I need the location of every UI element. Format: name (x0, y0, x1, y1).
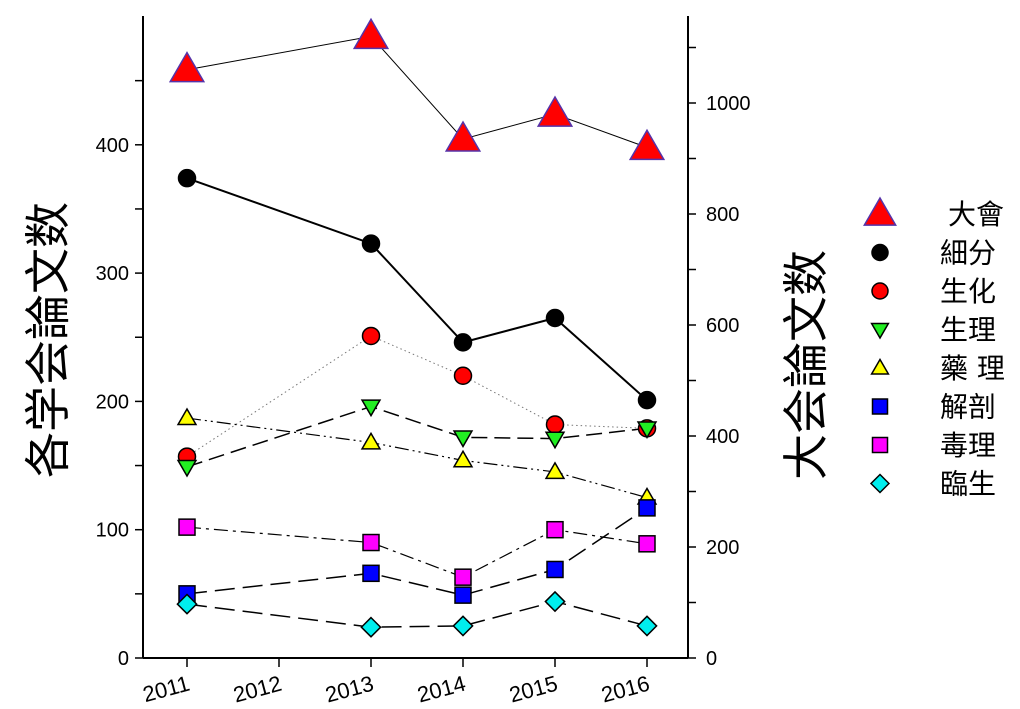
series-5-point (362, 564, 380, 583)
series-6-point (638, 535, 656, 553)
legend-entry: 生理 (940, 314, 996, 347)
series-3-point (176, 459, 198, 478)
legend-marker (871, 398, 889, 415)
x-tick-label: 2012 (231, 671, 285, 708)
series-3-point (360, 399, 382, 418)
legend-entry: 臨生 (940, 468, 996, 501)
series-2-point (361, 326, 381, 346)
series-1-point (177, 168, 197, 188)
series-1-point (361, 234, 381, 253)
series-5-point (454, 586, 472, 604)
legend-entry: 大會 (948, 198, 1004, 231)
right-tick-label: 600 (706, 315, 739, 337)
right-tick-label: 200 (706, 537, 739, 559)
series-3-point (636, 421, 658, 439)
series-line-2 (186, 335, 648, 457)
legend-entry: 毒理 (940, 429, 996, 462)
right-tick-label: 400 (706, 426, 739, 448)
legend-marker (871, 282, 889, 300)
series-5-point (546, 560, 564, 579)
x-tick-label: 2015 (507, 671, 561, 708)
left-tick-label: 100 (96, 520, 129, 542)
x-tick-label: 2014 (415, 671, 469, 708)
x-tick-label: 2011 (140, 671, 192, 707)
x-tick-label: 2016 (599, 671, 653, 708)
series-5-point (638, 499, 656, 517)
series-7-point (176, 593, 198, 615)
right-tick-label: 0 (706, 648, 717, 670)
series-7-point (360, 616, 382, 638)
series-7-point (636, 615, 658, 637)
series-lines (186, 35, 648, 628)
series-4-point (360, 431, 382, 450)
right-tick-label: 800 (706, 204, 739, 226)
series-4-point (544, 461, 566, 480)
series-7-point (544, 590, 566, 613)
left-tick-label: 400 (96, 135, 129, 157)
series-6-point (178, 518, 196, 536)
series-0-point (536, 95, 574, 127)
legend-entry: 細分 (940, 237, 996, 270)
legend-entry: 解剖 (940, 391, 996, 424)
series-line-7 (186, 600, 648, 628)
series-markers (168, 17, 666, 638)
series-2-point (545, 415, 565, 434)
axes: 0 100 200 300 400 0 200 400 600 800 1000 2011 2012 20… (96, 16, 751, 707)
axis-titles: 各学会論文数 大会論文数 (21, 202, 833, 480)
series-line-0 (186, 35, 648, 148)
series-2-point (453, 366, 473, 385)
right-axis-title: 大会論文数 (779, 250, 833, 480)
right-tick-label: 1000 (706, 93, 751, 115)
series-line-4 (186, 417, 648, 499)
series-1-point (545, 308, 565, 328)
series-1-point (453, 333, 473, 352)
legend-marker (870, 357, 890, 375)
legend-entry: 生化 (940, 275, 996, 308)
left-tick-label: 200 (96, 391, 129, 413)
left-tick-label: 300 (96, 263, 129, 285)
series-0-point (352, 17, 390, 50)
series-line-1 (186, 177, 648, 401)
series-line-3 (186, 405, 648, 468)
series-6-point (546, 520, 564, 539)
series-1-point (637, 390, 657, 410)
series-3-point (544, 431, 566, 450)
legend-marker (871, 243, 889, 262)
series-4-point (452, 449, 474, 468)
series-0-point (628, 128, 666, 161)
series-0-point (168, 51, 206, 83)
legend-marker (871, 436, 889, 454)
legend-marker (870, 322, 890, 340)
series-line-6 (186, 526, 648, 578)
series-4-point (176, 407, 198, 426)
series-6-point (362, 533, 380, 552)
legend-marker (869, 473, 891, 494)
left-tick-label: 0 (118, 648, 129, 670)
left-axis-title: 各学会論文数 (21, 202, 75, 478)
x-tick-label: 2013 (323, 671, 377, 708)
legend-entry: 藥 理 (940, 352, 1005, 385)
series-7-point (452, 615, 474, 637)
series-0-point (444, 120, 482, 152)
series-3-point (452, 430, 474, 448)
series-6-point (454, 568, 472, 586)
legend-marker (863, 196, 897, 226)
series-line-5 (186, 507, 648, 596)
